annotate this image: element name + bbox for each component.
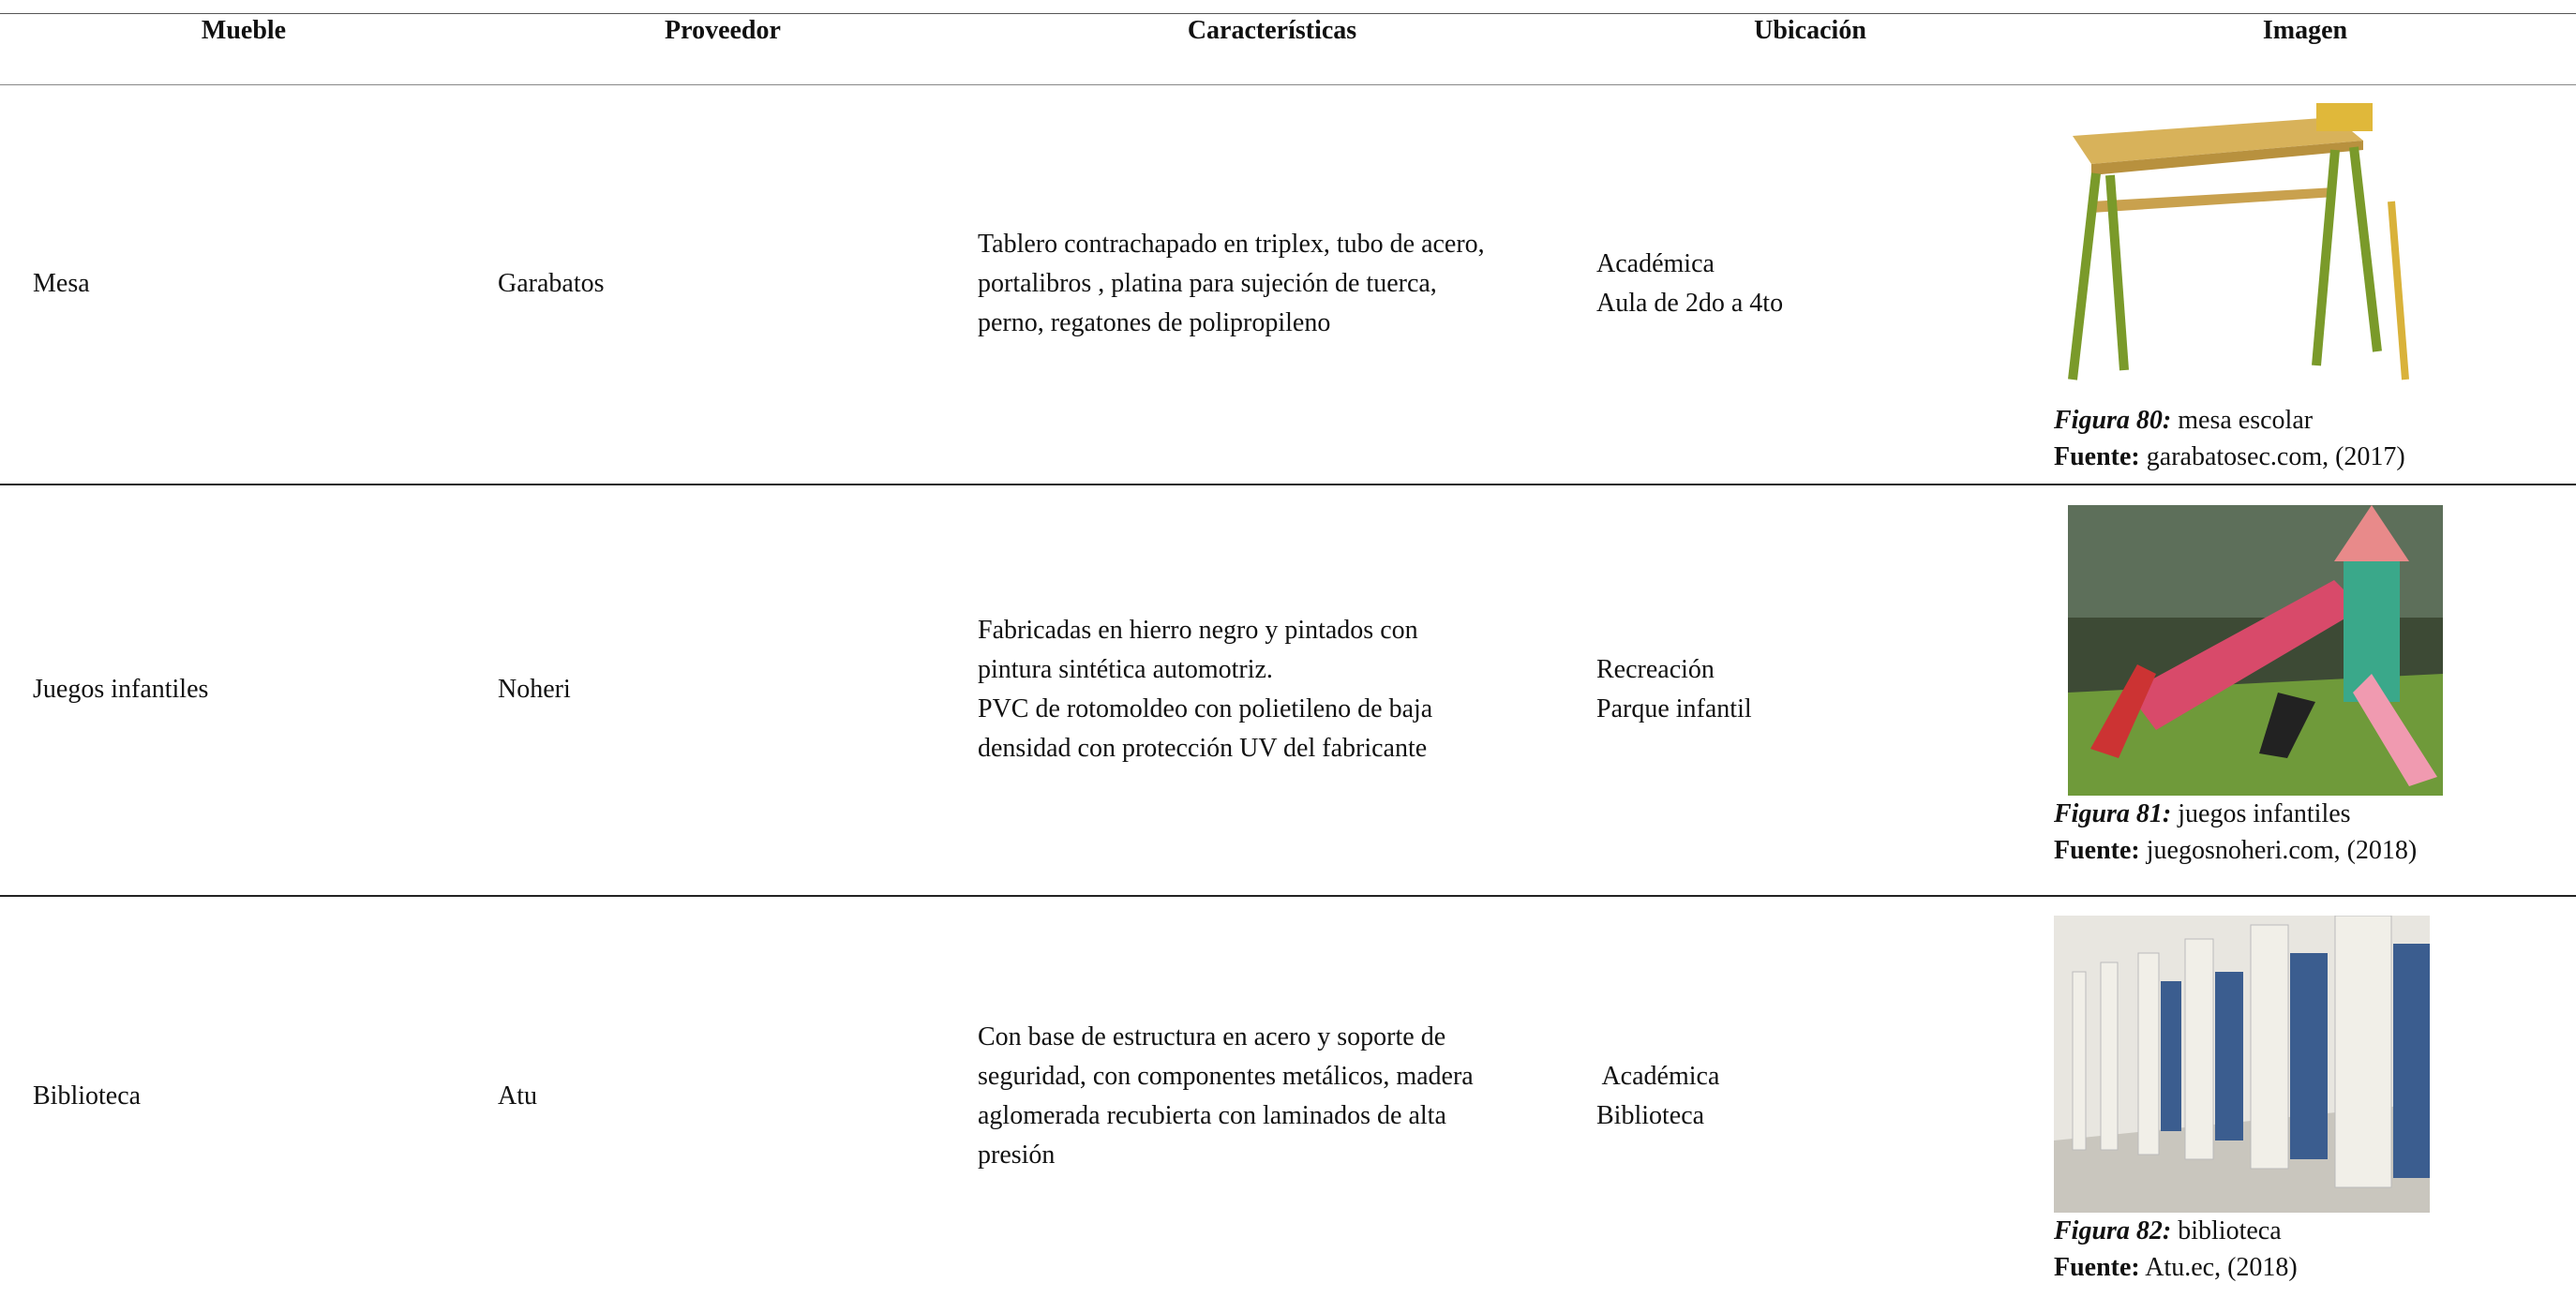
- text-line: Tablero contrachapado en triplex, tubo d…: [978, 230, 1485, 260]
- cell: Mesa: [0, 84, 487, 485]
- header-cell: Ubicación: [1586, 13, 2034, 85]
- source-caption: Fuente: Atu.ec, (2018): [2054, 1249, 2576, 1286]
- header-cell: Imagen: [2034, 13, 2576, 85]
- text-line: Recreación: [1596, 655, 1715, 684]
- source-text: garabatosec.com, (2017): [2139, 442, 2405, 471]
- text-line: portalibros , platina para sujeción de t…: [978, 269, 1437, 299]
- cell: Atu: [498, 1081, 537, 1111]
- image-cell: Figura 82: biblioteca Fuente: Atu.ec, (2…: [2034, 896, 2576, 1297]
- row: Biblioteca Atu Con base de estructura en…: [0, 896, 2576, 1297]
- figure-caption: Figura 81: juegos infantiles: [2054, 796, 2576, 832]
- text-line: PVC de rotomoldeo con polietileno de baj…: [978, 694, 1433, 723]
- figure-text: juegos infantiles: [2171, 798, 2351, 828]
- cell: Académica Biblioteca: [1586, 896, 2034, 1297]
- cell: Garabatos: [487, 84, 958, 485]
- text-line: Aula de 2do a 4to: [1596, 289, 1784, 319]
- image-cell: Figura 81: juegos infantiles Fuente: jue…: [2034, 484, 2576, 897]
- text-line: seguridad, con componentes metálicos, ma…: [978, 1062, 1474, 1091]
- row: Juegos infantiles Noheri Fabricadas en h…: [0, 484, 2576, 897]
- figure-label: Figura 81:: [2054, 798, 2172, 828]
- image-cell: Figura 80: mesa escolar Fuente: garabato…: [2034, 84, 2576, 485]
- text-line: aglomerada recubierta con laminados de a…: [978, 1101, 1446, 1130]
- image-playground: [2068, 504, 2443, 796]
- table-body: Mesa Garabatos Tablero contrachapado en …: [0, 84, 2576, 1297]
- cell: Biblioteca: [33, 1081, 142, 1111]
- row: Mesa Garabatos Tablero contrachapado en …: [0, 84, 2576, 485]
- text-line: Parque infantil: [1596, 694, 1752, 723]
- figure-text: mesa escolar: [2171, 406, 2314, 435]
- source-text: juegosnoheri.com, (2018): [2139, 835, 2418, 865]
- furniture-table: Mueble Proveedor Características Ubicaci…: [0, 13, 2576, 1297]
- figure-caption: Figura 82: biblioteca: [2054, 1213, 2576, 1249]
- image-library: [2054, 915, 2430, 1213]
- cell: Con base de estructura en acero y soport…: [958, 896, 1586, 1297]
- header-cell: Proveedor: [487, 13, 958, 85]
- source-caption: Fuente: juegosnoheri.com, (2018): [2054, 832, 2576, 869]
- text-line: pintura sintética automotriz.: [978, 655, 1273, 684]
- text-line: presión: [978, 1140, 1056, 1170]
- figure-text: biblioteca: [2171, 1215, 2282, 1245]
- text-line: perno, regatones de polipropileno: [978, 308, 1331, 338]
- image-desk: [2054, 98, 2410, 402]
- source-label: Fuente:: [2054, 835, 2140, 865]
- header-cell: Características: [958, 13, 1586, 85]
- source-label: Fuente:: [2054, 442, 2140, 471]
- source-caption: Fuente: garabatosec.com, (2017): [2054, 439, 2576, 475]
- text-line: densidad con protección UV del fabricant…: [978, 734, 1428, 763]
- text-line: Académica: [1596, 249, 1715, 279]
- cell: Juegos infantiles: [0, 484, 487, 897]
- cell: Noheri: [487, 484, 958, 897]
- figure-caption: Figura 80: mesa escolar: [2054, 402, 2576, 439]
- text-line: Académica: [1596, 1062, 1720, 1091]
- text-line: Fabricadas en hierro negro y pintados co…: [978, 616, 1418, 645]
- cell: Recreación Parque infantil: [1586, 484, 2034, 897]
- header-row: Mueble Proveedor Características Ubicaci…: [0, 13, 2576, 85]
- figure-label: Figura 82:: [2054, 1215, 2172, 1245]
- cell: Tablero contrachapado en triplex, tubo d…: [958, 84, 1586, 485]
- source-label: Fuente:: [2054, 1252, 2140, 1282]
- text-line: Biblioteca: [1596, 1101, 1705, 1130]
- source-text: Atu.ec, (2018): [2139, 1252, 2298, 1282]
- text-line: Con base de estructura en acero y soport…: [978, 1022, 1446, 1051]
- cell: Fabricadas en hierro negro y pintados co…: [958, 484, 1586, 897]
- cell: Académica Aula de 2do a 4to: [1586, 84, 2034, 485]
- figure-label: Figura 80:: [2054, 406, 2172, 435]
- table-head: Mueble Proveedor Características Ubicaci…: [0, 13, 2576, 85]
- header-cell: Mueble: [0, 13, 487, 85]
